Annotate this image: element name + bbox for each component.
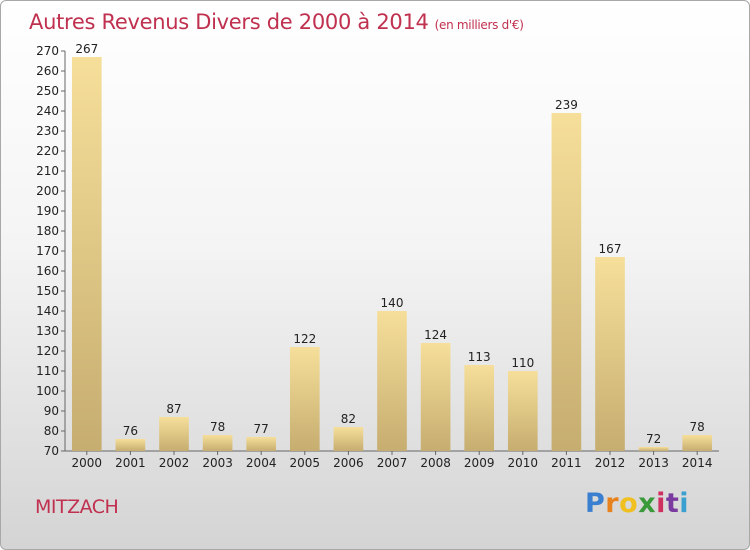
x-axis: 2000 2001 2002 2003 2004 2005 2006 2007 2008 2009… <box>65 450 719 470</box>
y-tick-label: 270 <box>36 44 59 58</box>
logo-letter: i <box>656 488 666 519</box>
y-tick-label: 110 <box>36 364 59 378</box>
place-name: MITZACH <box>35 496 119 518</box>
bar-value-label: 239 <box>555 98 578 112</box>
bar-value-label: 82 <box>341 412 356 426</box>
y-tick-label: 120 <box>36 344 59 358</box>
x-tick-label: 2006 <box>333 456 364 470</box>
y-axis: 70 80 90 100 110 120 130 140 150 160 170 180 190 200 2… <box>36 44 66 458</box>
proxiti-logo[interactable]: Proxiti <box>585 488 689 519</box>
bar-value-label: 78 <box>210 420 225 434</box>
bar-value-label: 167 <box>599 242 622 256</box>
x-tick-label: 2009 <box>464 456 495 470</box>
bars: 267 76 87 78 77 122 82 140 124 113 110 239 167 72 78 <box>71 42 713 451</box>
y-tick-label: 220 <box>36 144 59 158</box>
bar-value-label: 72 <box>646 432 661 446</box>
bar-value-label: 113 <box>468 350 491 364</box>
x-tick-label: 2008 <box>420 456 451 470</box>
bar <box>551 113 582 451</box>
x-tick-label: 2014 <box>682 456 713 470</box>
y-tick-label: 150 <box>36 284 59 298</box>
x-tick-label: 2001 <box>115 456 146 470</box>
bar <box>289 347 320 451</box>
x-tick-label: 2005 <box>290 456 321 470</box>
y-tick-label: 180 <box>36 224 59 238</box>
bar <box>202 435 233 451</box>
y-tick-label: 190 <box>36 204 59 218</box>
x-tick-label: 2004 <box>246 456 277 470</box>
bar <box>464 365 495 451</box>
y-tick-label: 200 <box>36 184 59 198</box>
bar-value-label: 110 <box>511 356 534 370</box>
chart-title: Autres Revenus Divers de 2000 à 2014 (en … <box>29 10 524 34</box>
y-tick-label: 170 <box>36 244 59 258</box>
y-tick-label: 230 <box>36 124 59 138</box>
y-tick-label: 70 <box>44 444 59 458</box>
x-tick-label: 2013 <box>638 456 669 470</box>
y-tick-label: 140 <box>36 304 59 318</box>
y-tick-label: 100 <box>36 384 59 398</box>
bar-value-label: 267 <box>75 42 98 56</box>
logo-letter: i <box>679 488 690 519</box>
bar <box>682 435 713 451</box>
y-tick-label: 260 <box>36 64 59 78</box>
y-tick-label: 80 <box>44 424 59 438</box>
x-tick-label: 2003 <box>202 456 233 470</box>
logo-letter: P <box>585 488 606 519</box>
bar-value-label: 87 <box>166 402 181 416</box>
bar <box>71 57 102 451</box>
bar <box>595 257 625 451</box>
title-unit: (en milliers d'€) <box>434 18 524 32</box>
bar <box>377 311 407 451</box>
logo-letter: x <box>638 488 657 519</box>
title-text: Autres Revenus Divers de 2000 à 2014 <box>29 10 429 34</box>
bar <box>333 427 364 451</box>
bar-value-label: 140 <box>381 296 404 310</box>
y-tick-label: 160 <box>36 264 59 278</box>
bar-value-label: 78 <box>690 420 705 434</box>
bar <box>507 371 538 451</box>
y-tick-label: 130 <box>36 324 59 338</box>
x-tick-label: 2002 <box>159 456 190 470</box>
x-tick-label: 2000 <box>72 456 103 470</box>
bar <box>115 439 146 451</box>
x-tick-label: 2011 <box>551 456 582 470</box>
bar <box>159 417 189 451</box>
bar-value-label: 124 <box>424 328 447 342</box>
bar <box>420 343 451 451</box>
bar <box>638 447 669 451</box>
bar-value-label: 122 <box>293 332 316 346</box>
y-tick-label: 250 <box>36 84 59 98</box>
y-tick-label: 240 <box>36 104 59 118</box>
y-tick-label: 210 <box>36 164 59 178</box>
logo-letter: o <box>619 488 639 519</box>
logo-letter: t <box>665 488 680 519</box>
bar-value-label: 77 <box>254 422 269 436</box>
y-tick-label: 90 <box>44 404 59 418</box>
bar <box>246 437 277 451</box>
x-tick-label: 2012 <box>595 456 626 470</box>
logo-letter: r <box>605 488 620 519</box>
x-tick-label: 2010 <box>508 456 539 470</box>
bar-value-label: 76 <box>123 424 138 438</box>
x-tick-label: 2007 <box>377 456 408 470</box>
